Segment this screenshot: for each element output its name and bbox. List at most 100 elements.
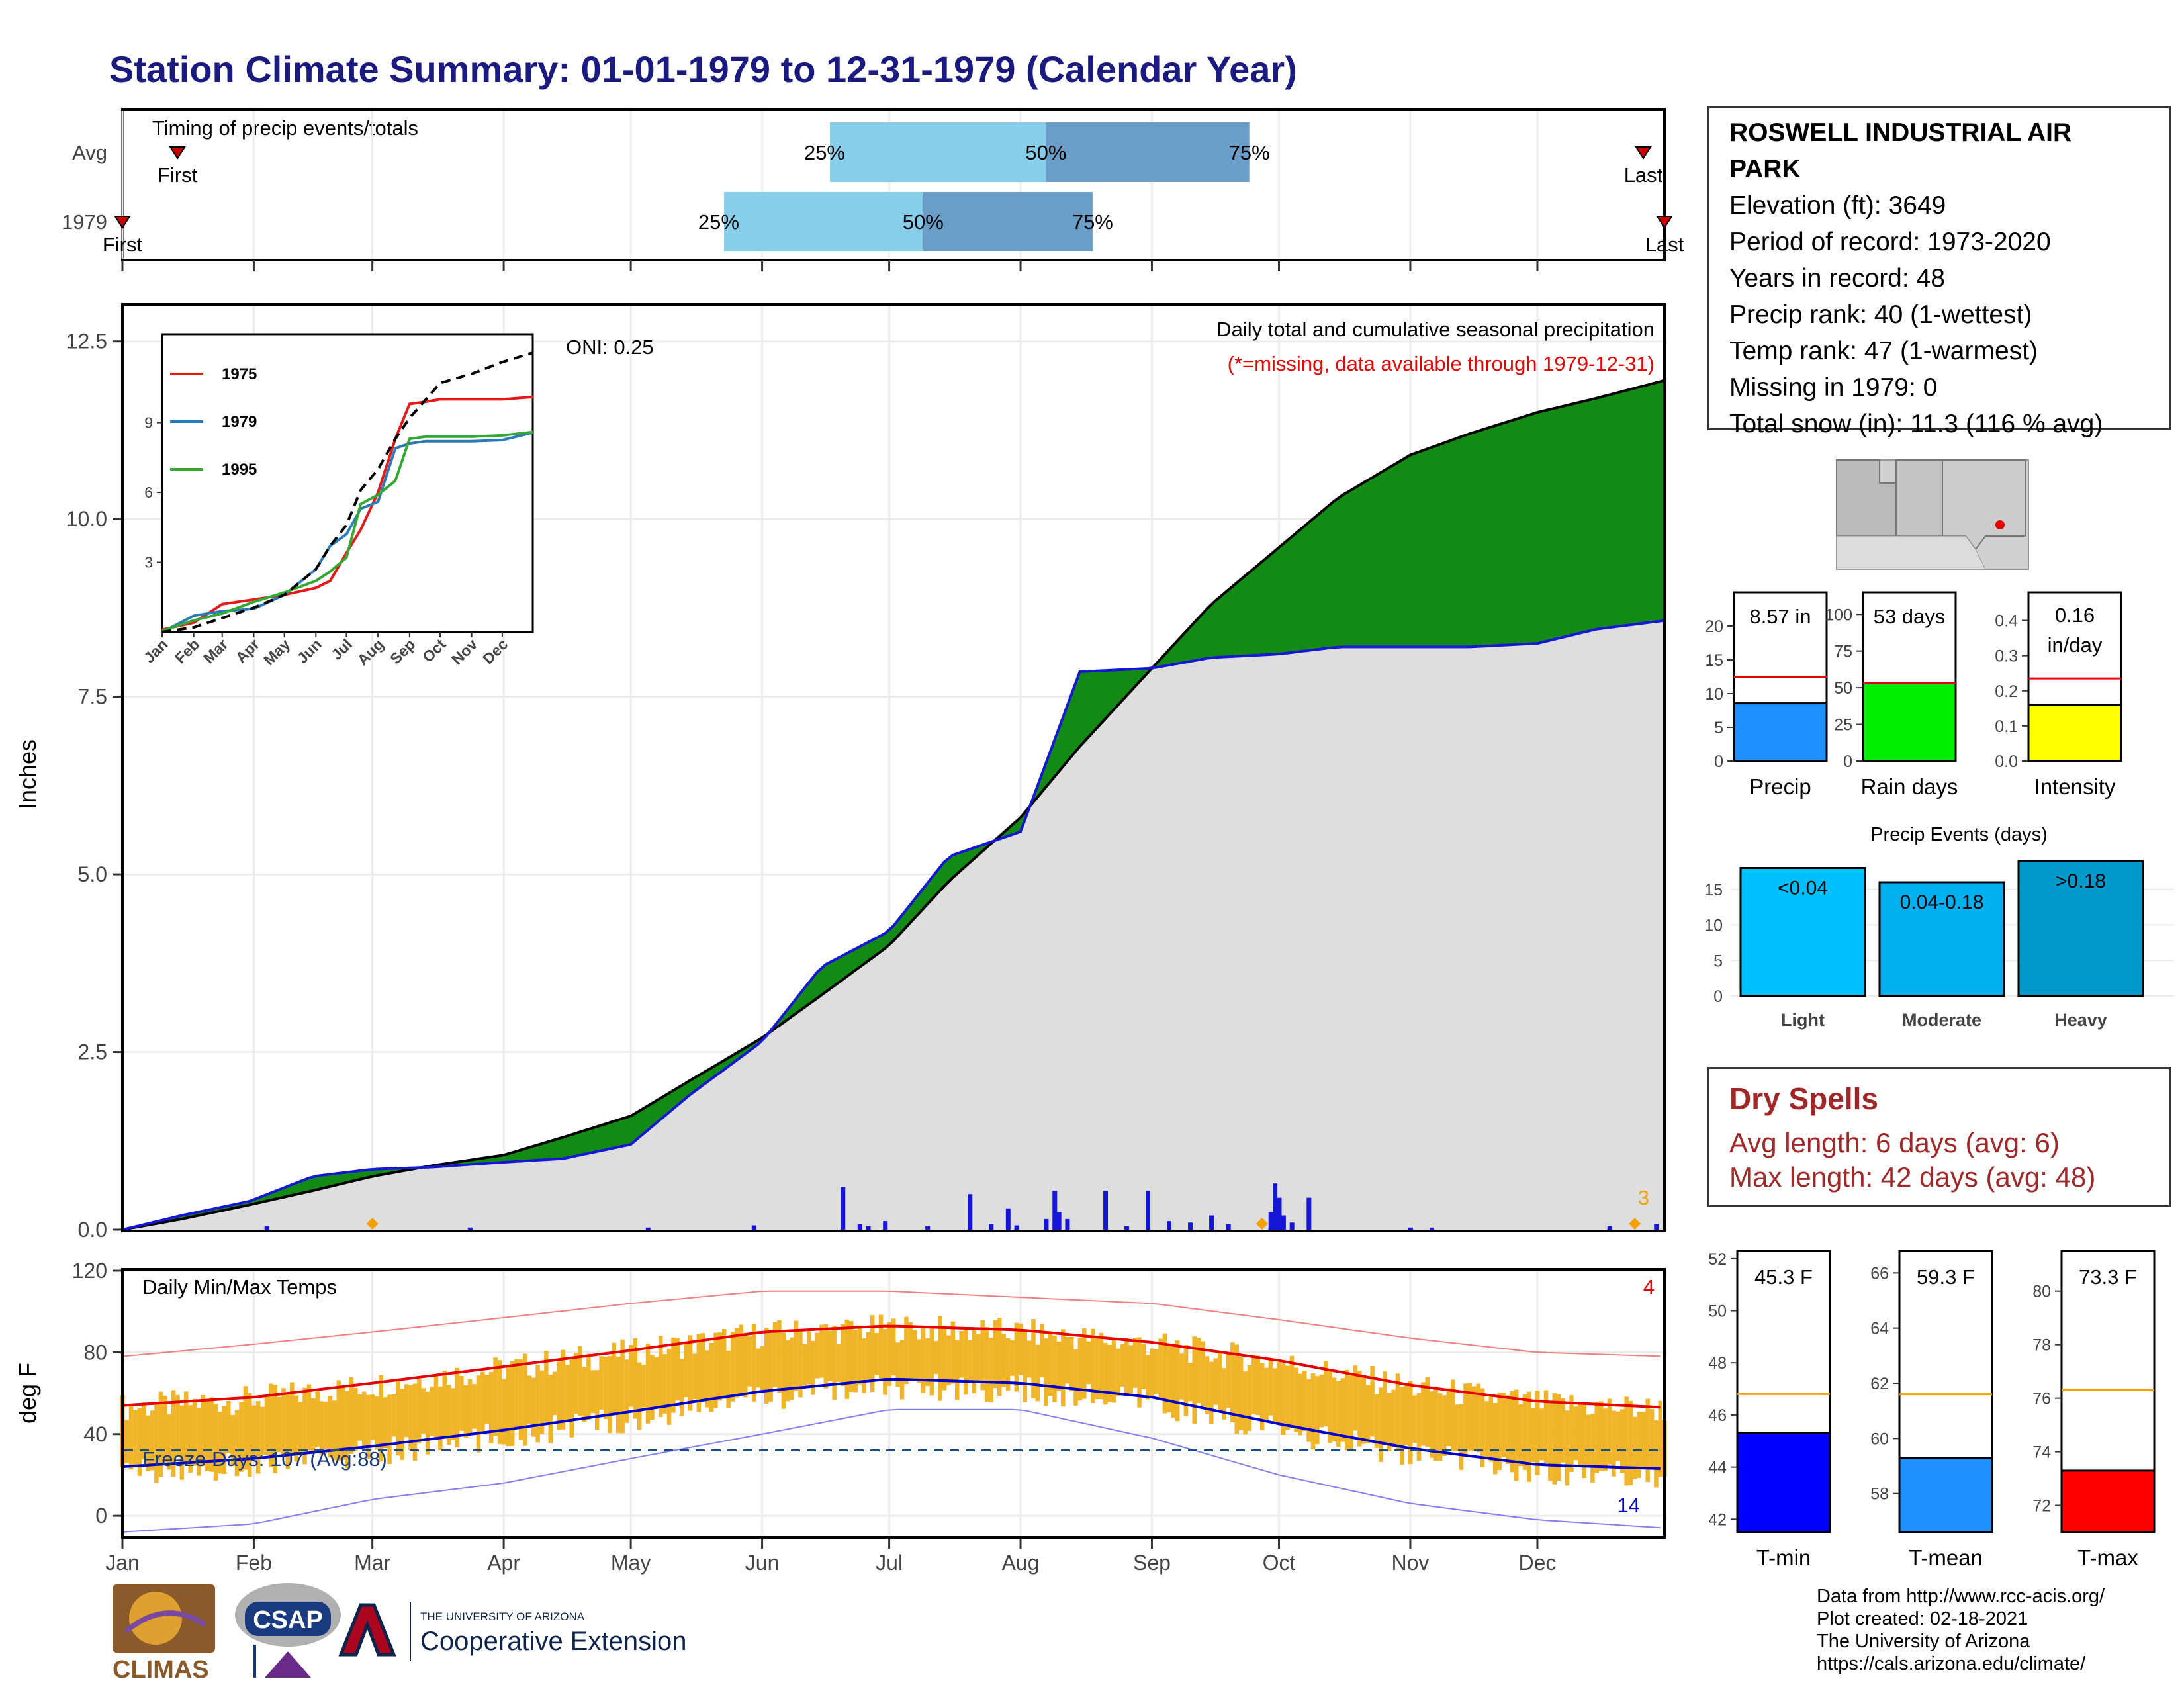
precip-gauge-tick-label-2-4: 0.4 <box>1995 612 2018 631</box>
temp-day-bar <box>1383 1371 1388 1445</box>
temp-day-bar <box>1450 1379 1455 1451</box>
temp-day-bar <box>1357 1371 1362 1447</box>
inset-legend-label-0: 1975 <box>222 365 257 383</box>
temp-day-bar <box>599 1356 604 1410</box>
temp-day-bar <box>1573 1406 1578 1461</box>
temp-day-bar <box>1052 1335 1057 1402</box>
oni-label: ONI: 0.25 <box>566 336 654 359</box>
timing-row-label-1: 1979 <box>62 210 107 234</box>
temp-day-bar <box>925 1338 930 1386</box>
temp-day-bar <box>1442 1395 1447 1456</box>
temp-day-bar <box>1476 1383 1480 1453</box>
precip-daily-bar-8 <box>925 1226 931 1230</box>
temp-day-bar <box>857 1325 862 1385</box>
temp-day-bar <box>281 1388 286 1457</box>
temp-day-bar <box>417 1379 422 1443</box>
temp-day-bar <box>777 1320 782 1393</box>
temp-day-bar <box>451 1388 455 1440</box>
temp-day-bar <box>1255 1355 1260 1416</box>
temp-day-bar <box>142 1402 146 1459</box>
temp-day-bar <box>768 1333 773 1402</box>
precip-snow-marker-1 <box>1255 1218 1268 1230</box>
temp-day-bar <box>1455 1404 1459 1451</box>
temp-day-bar <box>565 1365 570 1422</box>
temp-day-bar <box>209 1397 214 1472</box>
temp-day-bar <box>946 1335 951 1385</box>
temp-day-bar <box>629 1345 633 1407</box>
timing-bar-q50-q75-0 <box>1046 122 1250 182</box>
events-bar-label-2: >0.18 <box>2056 870 2106 892</box>
temp-day-bar <box>484 1375 489 1424</box>
temp-day-bar <box>255 1401 261 1474</box>
temp-day-bar <box>1188 1363 1193 1402</box>
precip-frame <box>121 303 1666 1232</box>
temp-day-bar <box>819 1324 824 1378</box>
temp-day-bar <box>942 1326 947 1391</box>
temp-day-bar <box>641 1365 646 1408</box>
ua-logo: THE UNIVERSITY OF ARIZONA Cooperative Ex… <box>338 1602 686 1661</box>
temp-gauge-tick-label-2-4: 80 <box>2032 1283 2051 1301</box>
temp-day-bar <box>1365 1385 1371 1443</box>
temp-day-bar <box>1510 1391 1515 1473</box>
locator-map <box>1836 459 2029 570</box>
temp-day-bar <box>379 1375 383 1462</box>
temp-day-bar <box>717 1332 723 1401</box>
temp-day-bar <box>870 1315 875 1393</box>
precip-gauge-tick-label-1-2: 50 <box>1834 679 1852 698</box>
timing-chart: Timing of precip events/totals Avg 25% 50%… <box>62 108 1684 271</box>
precip-daily-bar-9 <box>968 1194 973 1230</box>
temp-day-bar <box>133 1410 138 1468</box>
temp-day-bar <box>934 1341 938 1375</box>
precip-daily-bar-16 <box>1065 1218 1070 1230</box>
temp-day-bar <box>827 1330 833 1381</box>
precip-corner-count: 3 <box>1638 1186 1649 1209</box>
precip-daily-bar-15 <box>1056 1212 1062 1230</box>
temp-day-bar <box>1328 1371 1332 1443</box>
temp-day-bar <box>1552 1393 1557 1485</box>
temp-day-bar <box>230 1414 235 1467</box>
temp-day-bar <box>705 1350 709 1408</box>
csap-logo: CSAP <box>235 1583 341 1678</box>
temp-day-bar <box>1658 1400 1663 1477</box>
temp-day-bar <box>535 1364 540 1443</box>
temp-day-bar <box>968 1340 972 1381</box>
temp-day-bar <box>1238 1357 1244 1431</box>
temp-day-bar <box>608 1355 612 1434</box>
temp-day-bar <box>459 1375 464 1431</box>
precip-gauge-tick-label-2-1: 0.1 <box>1995 717 2018 736</box>
temp-day-bar <box>709 1342 714 1412</box>
station-marker <box>1995 520 2005 529</box>
temp-day-bar <box>1531 1408 1536 1463</box>
temp-day-bar <box>764 1328 769 1404</box>
temp-day-bar <box>433 1374 439 1441</box>
timing-q25-label-1: 25% <box>698 210 739 234</box>
temp-day-bar <box>493 1357 498 1436</box>
temp-day-bar <box>1590 1413 1595 1483</box>
temp-day-bar <box>497 1360 502 1444</box>
dry-spells-avg: Avg length: 6 days (avg: 6) <box>1729 1127 2060 1158</box>
temp-day-bar <box>315 1391 320 1447</box>
precip-daily-bar-27 <box>1281 1215 1286 1230</box>
temp-day-bar <box>1277 1362 1281 1424</box>
precip-daily-bar-33 <box>1654 1224 1659 1230</box>
temp-day-bar <box>972 1330 977 1394</box>
events-ytick-label-3: 15 <box>1704 881 1723 899</box>
precip-gauge-bar-2 <box>2027 704 2122 762</box>
timing-last-label-0: Last <box>1624 163 1663 187</box>
temp-day-bar <box>264 1395 269 1455</box>
temp-xtick-label-11: Dec <box>1519 1551 1557 1575</box>
timing-last-marker-1 <box>1656 216 1673 229</box>
temp-day-bar <box>1150 1348 1154 1397</box>
temp-day-bar <box>412 1383 418 1461</box>
temp-day-bar <box>1285 1365 1290 1430</box>
precip-ytick-label-3: 7.5 <box>78 685 107 709</box>
temp-day-bar <box>590 1370 596 1414</box>
temp-day-bar <box>336 1380 341 1461</box>
temp-day-bar <box>1154 1349 1159 1394</box>
precip-events-chart: Precip Events (days) 0 5 10 15 <0.04 Light 0.0… <box>1704 824 2174 1030</box>
temp-day-bar <box>243 1386 248 1470</box>
temp-day-bar <box>993 1320 998 1389</box>
temp-record-high-line <box>122 1290 1661 1357</box>
temp-gauge-tick-label-0-0: 42 <box>1708 1510 1727 1529</box>
